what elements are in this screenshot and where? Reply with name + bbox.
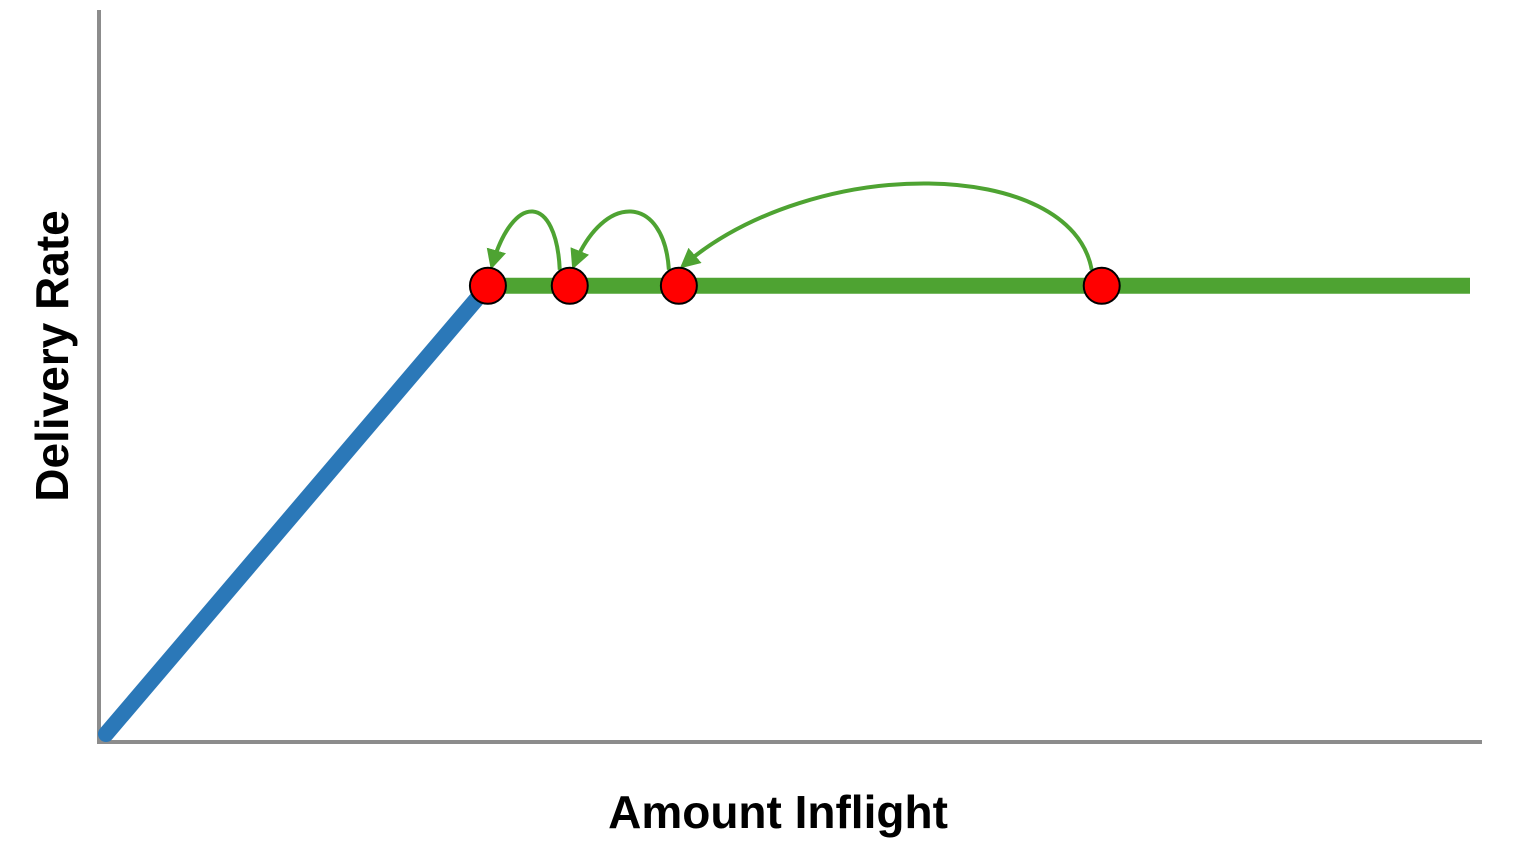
point-layer bbox=[468, 266, 1121, 305]
y-axis-label: Delivery Rate bbox=[26, 210, 78, 502]
operating-point-4 bbox=[1082, 266, 1121, 305]
hop-arrow-1 bbox=[486, 209, 562, 270]
series-layer bbox=[98, 277, 1470, 742]
operating-point-2 bbox=[550, 266, 589, 305]
hop-arrow-3 bbox=[679, 181, 1094, 271]
x-axis-label: Amount Inflight bbox=[608, 786, 948, 838]
series-line-1 bbox=[98, 277, 496, 742]
hop-arrow-2 bbox=[570, 209, 671, 270]
arrow-layer bbox=[486, 181, 1094, 271]
operating-point-1 bbox=[468, 266, 507, 305]
operating-point-3 bbox=[659, 266, 698, 305]
